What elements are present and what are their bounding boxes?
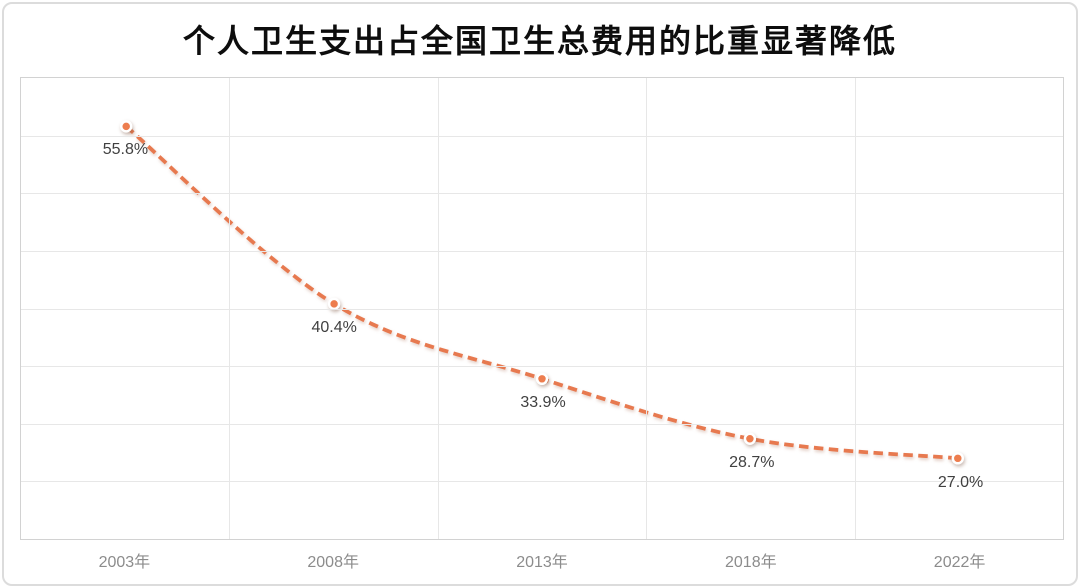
horizontal-gridline <box>21 135 1063 137</box>
line-series-svg <box>119 120 965 465</box>
data-point-marker <box>743 432 757 445</box>
data-point-marker <box>951 452 965 465</box>
data-point-marker <box>119 120 133 133</box>
x-axis-label: 2013年 <box>516 554 568 571</box>
x-axis-label: 2008年 <box>307 554 359 571</box>
data-point-marker <box>327 297 341 311</box>
x-axis-label: 2003年 <box>98 554 151 571</box>
data-label: 28.7% <box>729 454 775 472</box>
vertical-gridline <box>437 78 439 539</box>
x-axis-label: 2022年 <box>933 554 986 571</box>
vertical-gridline <box>646 78 648 539</box>
data-label: 55.8% <box>102 140 149 158</box>
chart-title: 个人卫生支出占全国卫生总费用的比重显著降低 <box>182 23 897 59</box>
horizontal-gridline <box>21 193 1063 195</box>
plot-area: 55.8% 40.4% 33.9% 28.7% 27.0% <box>20 77 1064 540</box>
data-label: 33.9% <box>520 394 566 412</box>
horizontal-gridline <box>21 481 1063 483</box>
data-label: 27.0% <box>937 473 984 491</box>
horizontal-gridline <box>21 366 1063 368</box>
data-label: 40.4% <box>311 318 357 336</box>
x-axis: 2003年 2008年 2013年 2018年 2022年 <box>20 541 1064 575</box>
vertical-gridline <box>229 78 231 539</box>
horizontal-gridline <box>21 250 1063 252</box>
horizontal-gridline <box>21 423 1063 425</box>
horizontal-gridline <box>21 308 1063 310</box>
x-axis-label: 2018年 <box>724 554 777 571</box>
vertical-gridline <box>854 78 856 539</box>
data-point-marker <box>535 372 549 386</box>
